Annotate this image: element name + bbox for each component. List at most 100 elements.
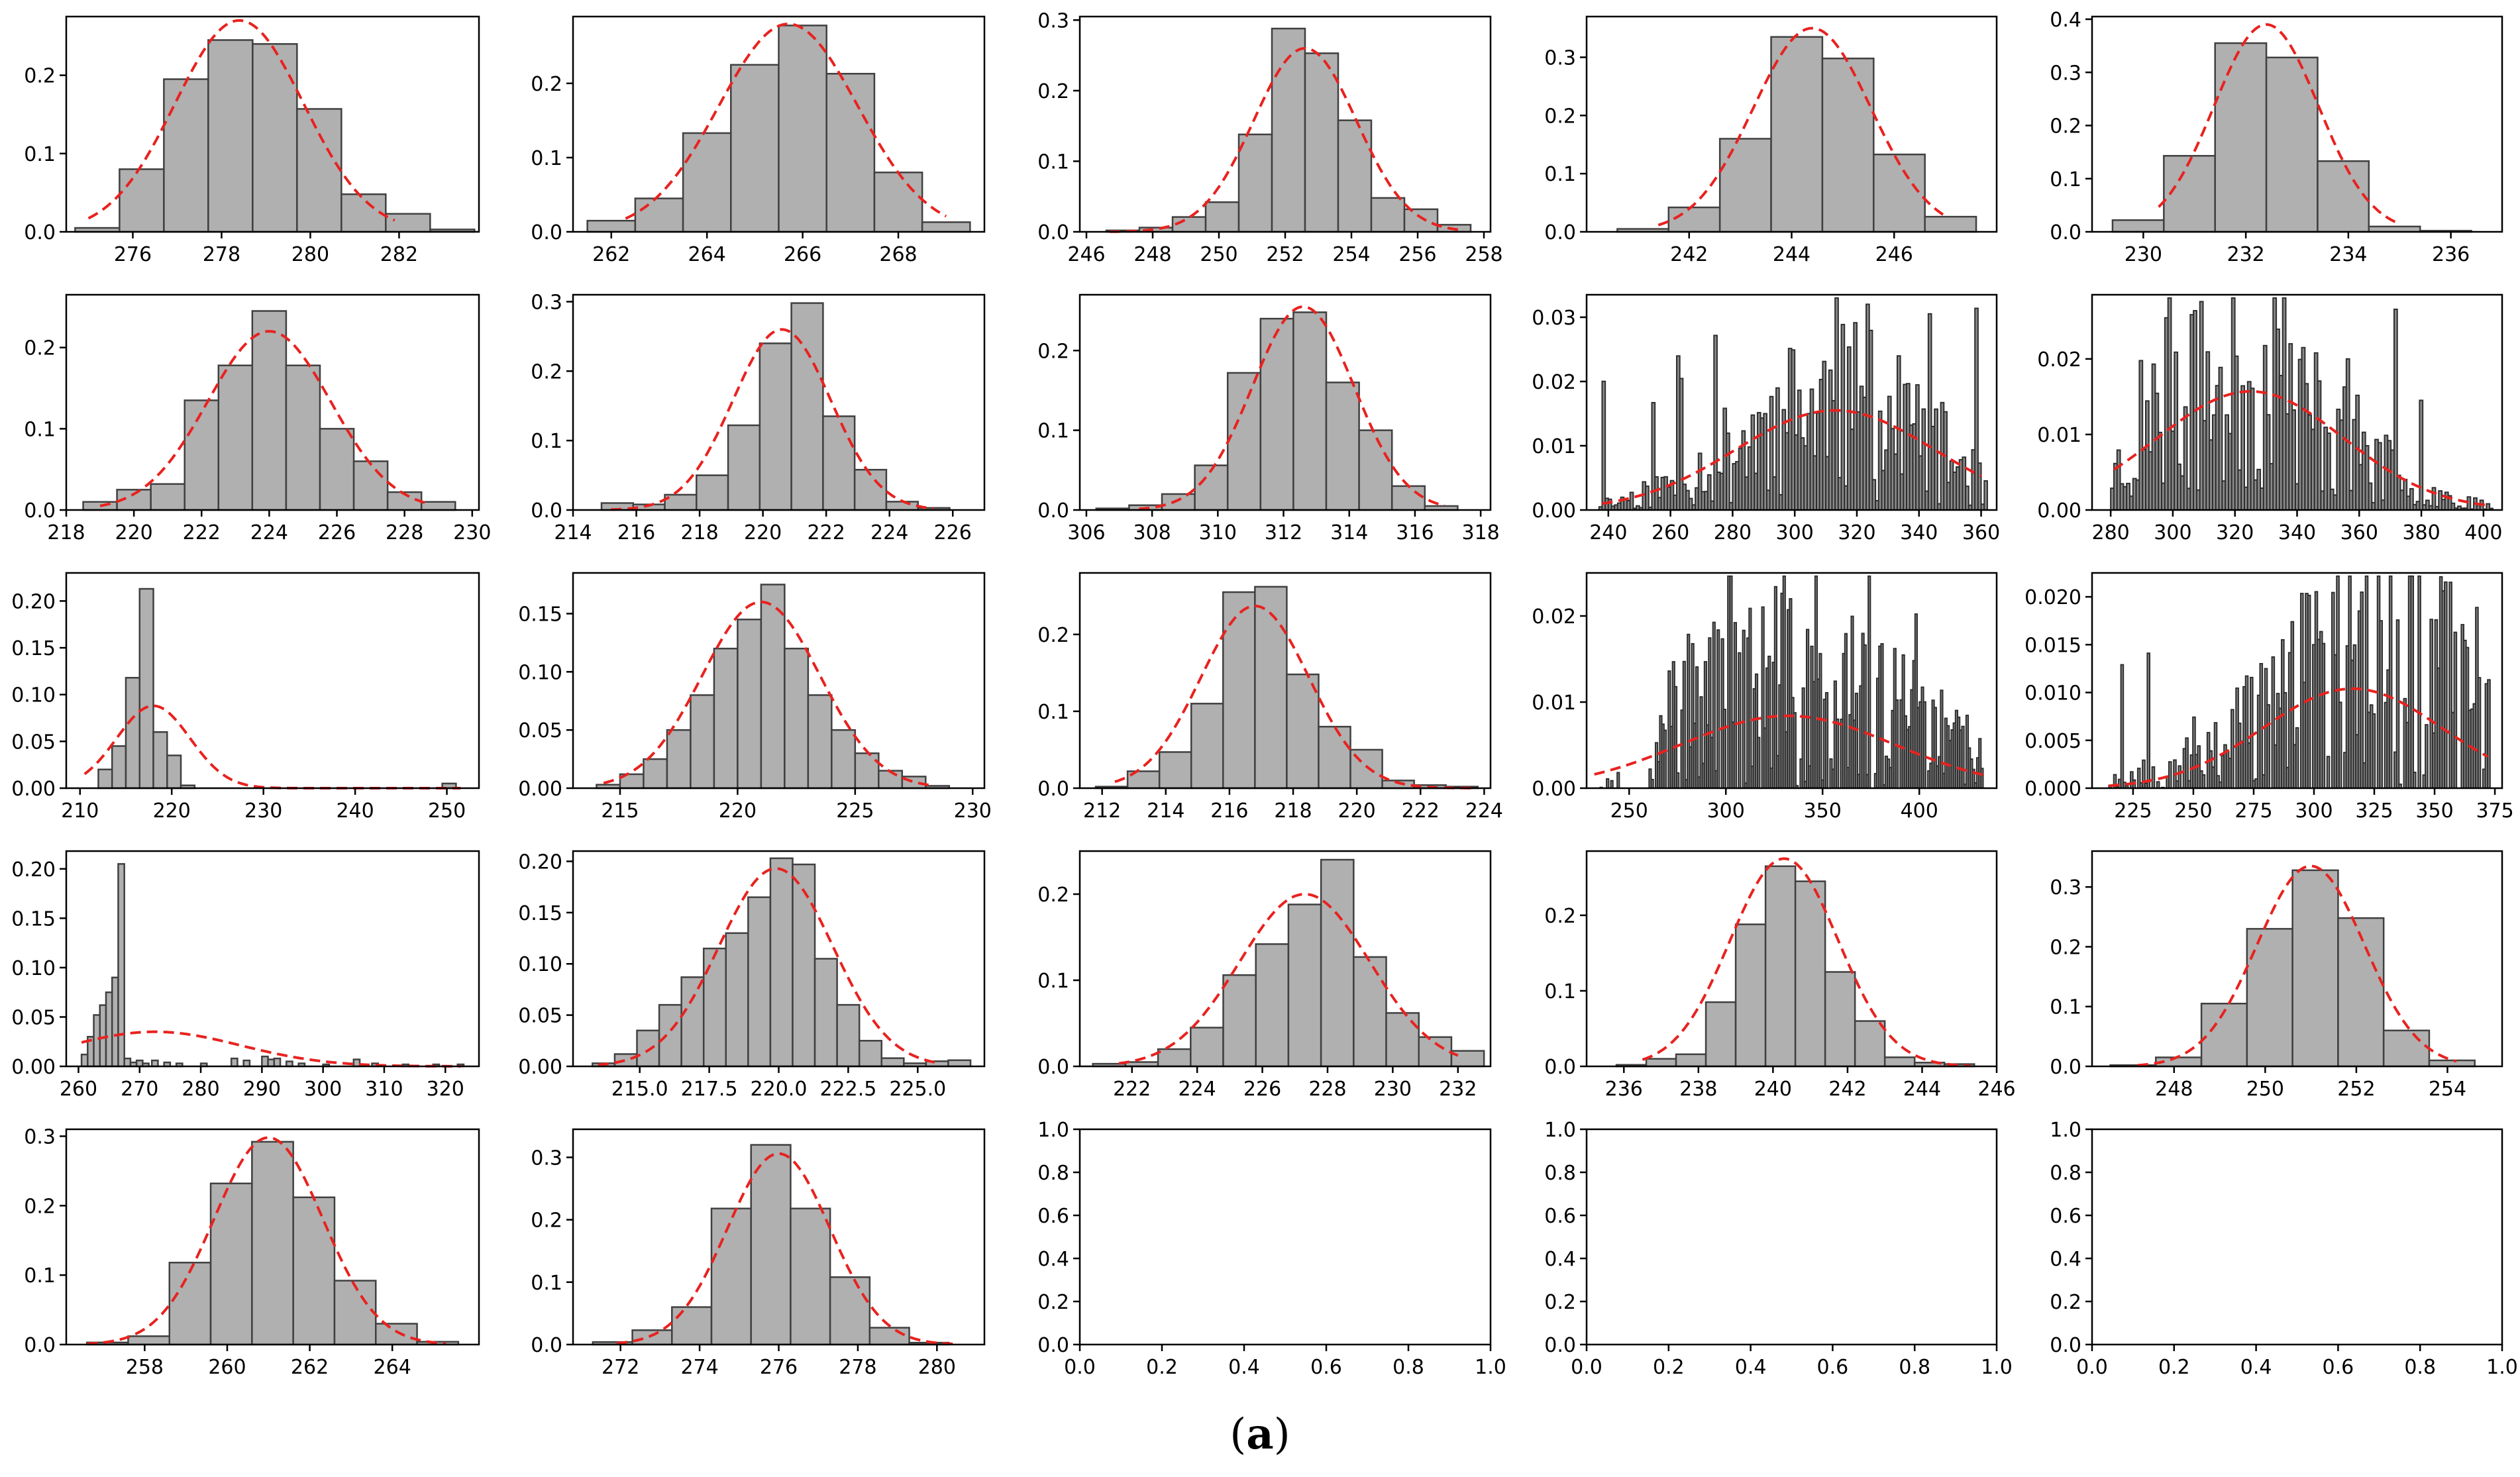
normal-fit-curve [87, 19, 395, 222]
histogram-bar [2168, 761, 2172, 789]
x-tick-label: 0.4 [2240, 1356, 2272, 1379]
normal-fit-curve [616, 1152, 953, 1346]
histogram-bar [2214, 42, 2268, 233]
x-tick-label: 250 [1610, 799, 1648, 823]
histogram-bar [730, 64, 780, 233]
x-tick-label: 230 [1374, 1078, 1412, 1101]
y-tick-label: 0.1 [531, 1272, 562, 1295]
x-tick-label: 220 [115, 521, 152, 544]
x-tick-label: 310 [365, 1078, 403, 1101]
histogram-bar [1158, 751, 1192, 789]
subplot-r4c2: 215.0 217.5 220.0 222.5 225.0 0.00 0.05 0.10 0.1… [518, 850, 986, 1101]
x-tick-label: 276 [114, 243, 152, 266]
histogram-bar [1259, 317, 1294, 511]
histogram-bar [1682, 660, 1686, 789]
x-tick-label: 252 [2337, 1078, 2375, 1101]
histogram-bar [2410, 575, 2415, 789]
histogram-bar [1606, 778, 1610, 789]
subplot-r5c1: 258 260 262 264 0.0 0.1 0.2 0.3 [24, 1125, 480, 1379]
y-tick-label: 0.0 [1037, 1056, 1069, 1079]
x-tick-label: 290 [243, 1078, 281, 1101]
y-tick-label: 0.1 [1544, 163, 1576, 186]
y-tick-label: 0.2 [2050, 115, 2081, 138]
x-tick-label: 218 [1274, 799, 1312, 823]
x-tick-label: 380 [2402, 521, 2440, 544]
x-tick-label: 400 [2464, 521, 2502, 544]
y-tick-label: 0.10 [518, 953, 562, 976]
histogram-bar [2151, 766, 2156, 789]
histogram-bar [1934, 408, 1938, 511]
y-tick-label: 0.2 [2050, 936, 2081, 959]
histogram-bar [1883, 1056, 1916, 1068]
y-tick-label: 0.15 [518, 902, 562, 925]
subplot-r3c5: 225 250 275 300 325 350 375 0.000 0.005 0.010 0.01… [2024, 572, 2514, 823]
y-tick-label: 0.02 [1532, 605, 1576, 629]
x-tick-label: 276 [760, 1356, 798, 1379]
x-tick-label: 225.0 [889, 1078, 946, 1101]
x-tick-label: 210 [61, 799, 99, 823]
histogram-bar [643, 758, 668, 789]
y-tick-label: 0.10 [11, 957, 56, 980]
histogram-bar [1748, 607, 1752, 789]
axes-frame [2091, 850, 2503, 1068]
histogram-bar [1712, 621, 1716, 789]
histogram-bar [2413, 772, 2417, 789]
axes-frame [2091, 572, 2503, 789]
y-tick-label: 0.20 [11, 590, 56, 613]
histogram-bar [2379, 620, 2383, 789]
histogram-bar [1924, 215, 1977, 233]
x-tick-label: 0.6 [1310, 1356, 1342, 1379]
x-tick-label: 232 [2227, 243, 2264, 266]
histogram-bar [1226, 372, 1262, 511]
histogram-bar [2326, 756, 2331, 789]
x-tick-label: 306 [1067, 521, 1105, 544]
axes-frame [1585, 1128, 1998, 1346]
subplot-r4c5: 248 250 252 254 0.0 0.1 0.2 0.3 [2050, 850, 2503, 1101]
x-tick-label: 0.0 [1064, 1356, 1096, 1379]
y-tick-label: 0.00 [518, 1056, 562, 1079]
histogram-bar [230, 1057, 238, 1068]
y-tick-label: 0.0 [24, 1334, 56, 1357]
x-tick-label: 220 [153, 799, 191, 823]
normal-fit-curve [2109, 687, 2489, 788]
subplot-r1c4: 242 244 246 0.0 0.1 0.2 0.3 [1544, 15, 1998, 266]
histogram-bar [251, 310, 288, 511]
x-tick-label: 360 [2340, 521, 2378, 544]
x-tick-label: 246 [1977, 1078, 2015, 1101]
x-tick-label: 212 [1083, 799, 1121, 823]
y-tick-label: 0.00 [518, 778, 562, 801]
histogram-bar [1805, 629, 1810, 789]
histogram-bar [1980, 768, 1984, 789]
subplot-r3c2: 215 220 225 230 0.00 0.05 0.10 0.15 [518, 572, 992, 823]
x-tick-label: 300 [2154, 521, 2191, 544]
histogram-bar [2453, 631, 2458, 789]
histogram-bar [1204, 201, 1240, 233]
y-tick-label: 0.1 [1037, 150, 1069, 174]
histogram-bar [2487, 679, 2491, 789]
subplot-r1c1: 276 278 280 282 0.0 0.1 0.2 [24, 15, 480, 266]
histogram-bar [1734, 923, 1767, 1068]
histogram-bar [1403, 208, 1439, 233]
histogram-bar [2265, 56, 2319, 233]
histogram-bar [2388, 575, 2393, 789]
x-tick-label: 240 [1754, 1078, 1792, 1101]
normal-fit-curve [1657, 26, 1946, 227]
histogram-bar [2201, 774, 2206, 789]
x-tick-label: 316 [1396, 521, 1434, 544]
histogram-bar [814, 958, 838, 1068]
histogram-bar [1867, 575, 1871, 789]
x-tick-label: 325 [2355, 799, 2393, 823]
histogram-bar [1353, 956, 1387, 1068]
y-tick-label: 0.10 [11, 684, 56, 707]
histogram-bar [631, 1329, 673, 1346]
x-tick-label: 224 [1465, 799, 1503, 823]
axes-frame [1078, 572, 1492, 789]
x-tick-label: 250 [1200, 243, 1237, 266]
x-tick-label: 260 [60, 1078, 97, 1101]
x-tick-label: 244 [1773, 243, 1811, 266]
histogram-bar [792, 863, 816, 1068]
histogram-bar [267, 1058, 276, 1068]
y-tick-label: 0.0 [1037, 221, 1069, 244]
histogram-bar [150, 483, 185, 511]
y-tick-label: 0.15 [518, 603, 562, 626]
